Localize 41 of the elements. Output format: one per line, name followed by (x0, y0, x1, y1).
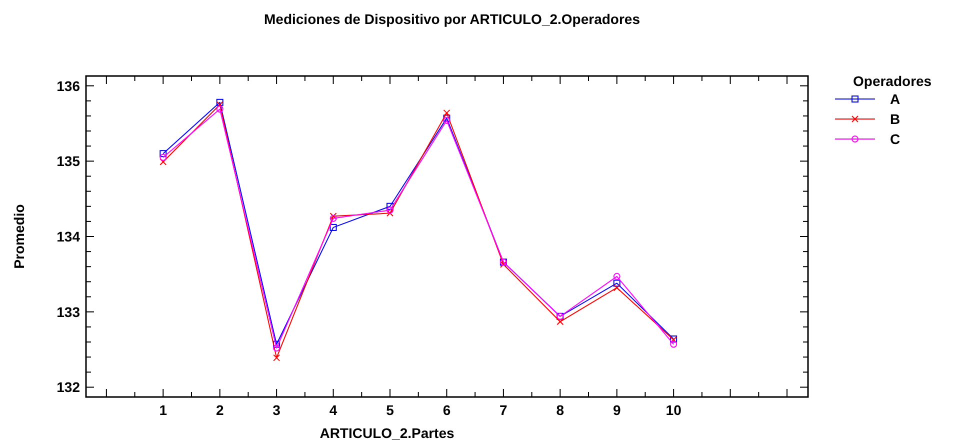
point (443, 109, 450, 116)
point (613, 280, 620, 287)
y-tick-label: 136 (56, 78, 80, 94)
point (273, 354, 280, 362)
legend-title: Operadores (853, 73, 932, 89)
point (613, 272, 620, 280)
point (386, 206, 394, 214)
x-tick-label: 4 (329, 402, 338, 418)
legend-label: B (890, 111, 900, 127)
x-axis-title: ARTICULO_2.Partes (320, 425, 455, 441)
point (613, 284, 620, 292)
x-tick-label: 2 (216, 402, 224, 418)
x-tick-label: 5 (386, 402, 394, 418)
x-tick-label: 1 (159, 402, 168, 418)
chart-title: Mediciones de Dispositivo por ARTICULO_2.Operadores (264, 11, 640, 27)
legend-label: A (890, 91, 900, 107)
point (160, 158, 167, 166)
x-tick-label: 7 (500, 402, 508, 418)
y-axis-title: Promedio (11, 204, 27, 269)
point (273, 344, 280, 352)
point (556, 318, 564, 326)
point (386, 202, 394, 210)
x-tick-label: 9 (612, 402, 621, 418)
point (386, 210, 394, 217)
point (670, 340, 678, 348)
point (160, 150, 167, 158)
x-tick-label: 8 (556, 402, 564, 418)
point (216, 98, 224, 106)
point (216, 101, 224, 108)
point (330, 224, 337, 231)
x-tick-label: 6 (442, 402, 451, 418)
x-tick-label: 3 (272, 402, 281, 418)
point (160, 154, 167, 161)
y-tick-label: 133 (56, 304, 80, 320)
y-tick-label: 134 (56, 228, 80, 244)
point (216, 106, 224, 113)
legend-label: C (890, 131, 900, 147)
y-tick-label: 132 (56, 379, 80, 396)
point (273, 340, 280, 348)
x-tick-label: 10 (666, 402, 682, 418)
y-tick-label: 135 (56, 153, 80, 170)
